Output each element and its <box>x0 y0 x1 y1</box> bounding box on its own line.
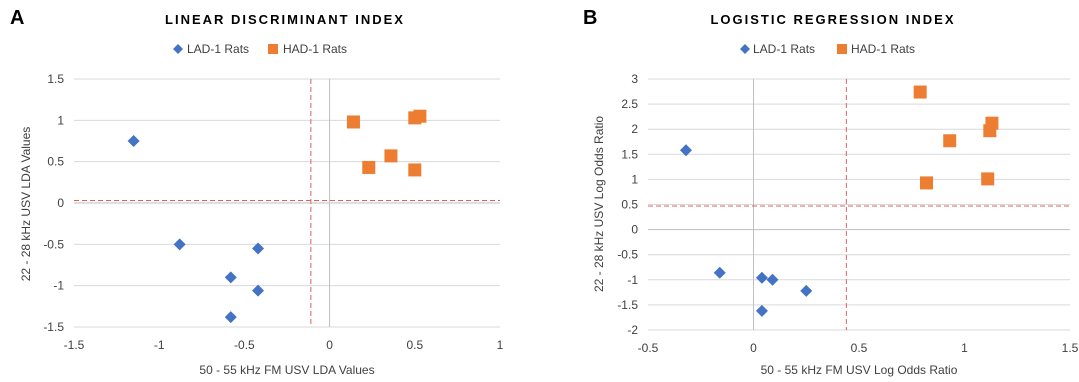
x-tick-label-a-4: 0.5 <box>406 338 423 352</box>
y-tick-label-b-9: 2.5 <box>621 97 638 111</box>
legend-a: LAD-1 Rats HAD-1 Rats <box>173 42 347 56</box>
had-point-b-5 <box>981 172 995 186</box>
data-points-b <box>679 85 999 317</box>
legend-marker-lad-a <box>173 44 183 54</box>
x-axis-label-a: 50 - 55 kHz FM USV LDA Values <box>199 363 374 377</box>
chart-title-b: LOGISTIC REGRESSION INDEX <box>710 12 955 27</box>
lad-point-a-1 <box>173 238 186 251</box>
lad-point-a-3 <box>224 271 237 284</box>
y-tick-label-a-1: -1 <box>53 279 64 293</box>
lad-point-b-5 <box>755 304 768 317</box>
y-axis-label-b: 22 - 28 kHz USV Log Odds Ratio <box>592 116 606 292</box>
axes-b <box>648 79 1070 330</box>
had-point-a-0 <box>346 115 360 129</box>
x-tick-label-b-0: -0.5 <box>638 341 659 355</box>
y-tick-label-b-6: 1 <box>631 172 638 186</box>
lad-point-a-0 <box>127 135 140 147</box>
lad-point-b-2 <box>755 271 768 284</box>
axes-a <box>74 79 500 327</box>
y-tick-label-b-0: -2 <box>627 323 638 337</box>
panel-letter-b: B <box>583 7 597 29</box>
lad-point-b-1 <box>713 266 726 279</box>
legend-label-lad-b: LAD-1 Rats <box>753 42 815 56</box>
x-tick-label-a-3: 0 <box>326 338 333 352</box>
threshold-lines-b <box>648 79 1070 330</box>
chart-title-a: LINEAR DISCRIMINANT INDEX <box>165 12 405 27</box>
legend-marker-lad-b <box>740 44 750 54</box>
gridlines-a <box>74 78 500 328</box>
lad-point-b-0 <box>679 144 692 157</box>
had-point-b-4 <box>920 176 934 190</box>
had-point-b-3 <box>985 116 999 130</box>
y-tick-label-a-3: 0 <box>57 196 64 210</box>
had-point-a-2 <box>413 109 427 123</box>
x-tick-label-b-1: 0 <box>750 341 757 355</box>
lad-point-a-4 <box>252 284 265 297</box>
lad-point-a-5 <box>224 311 237 324</box>
had-point-a-3 <box>384 149 398 163</box>
had-point-b-1 <box>943 134 957 148</box>
y-tick-label-a-4: 0.5 <box>47 155 64 169</box>
lad-point-b-4 <box>800 284 813 297</box>
y-tick-label-b-4: 0 <box>631 223 638 237</box>
x-tick-label-a-1: -1 <box>154 338 165 352</box>
y-tick-label-a-2: -0.5 <box>43 237 64 251</box>
lad-point-a-2 <box>252 242 265 255</box>
legend-label-had-b: HAD-1 Rats <box>851 42 915 56</box>
y-tick-label-b-1: -1.5 <box>617 298 638 312</box>
y-tick-label-b-3: -0.5 <box>617 248 638 262</box>
x-tick-label-a-2: -0.5 <box>234 338 255 352</box>
x-tick-label-b-4: 1.5 <box>1062 341 1079 355</box>
legend-label-had-a: HAD-1 Rats <box>283 42 347 56</box>
x-tick-label-a-5: 1 <box>497 338 504 352</box>
tick-labels-a: -1.5 -1 -0.5 0 0.5 1 -1.5 -1 -0.5 0 0.5 1 1.5 <box>43 72 503 352</box>
y-tick-label-b-8: 2 <box>631 122 638 136</box>
y-tick-label-b-5: 0.5 <box>621 198 638 212</box>
legend-marker-had-b <box>837 44 847 54</box>
y-tick-label-a-0: -1.5 <box>43 320 64 334</box>
x-tick-label-a-0: -1.5 <box>64 338 85 352</box>
y-tick-label-a-6: 1.5 <box>47 72 64 86</box>
tick-labels-b: -0.5 0 0.5 1 1.5 -2 -1.5 -1 -0.5 0 0.5 1 1.5 2 2.5 3 <box>617 72 1078 355</box>
gridlines-b <box>648 78 1070 331</box>
y-tick-label-b-7: 1.5 <box>621 147 638 161</box>
panel-letter-a: A <box>10 7 24 29</box>
x-tick-label-b-3: 1 <box>961 341 968 355</box>
legend-label-lad-a: LAD-1 Rats <box>187 42 249 56</box>
had-point-a-4 <box>362 160 376 174</box>
lad-point-b-3 <box>766 273 779 286</box>
threshold-lines-a <box>74 79 500 327</box>
x-axis-label-b: 50 - 55 kHz FM USV Log Odds Ratio <box>761 363 958 377</box>
y-axis-label-a: 22 - 28 kHz USV LDA Values <box>19 127 33 282</box>
y-tick-label-b-2: -1 <box>627 273 638 287</box>
had-point-b-0 <box>913 85 927 99</box>
chart-panel-b: B LOGISTIC REGRESSION INDEX LAD-1 Rats H… <box>583 7 1079 377</box>
data-points-a <box>127 109 427 324</box>
legend-b: LAD-1 Rats HAD-1 Rats <box>740 42 915 56</box>
x-tick-label-b-2: 0.5 <box>851 341 868 355</box>
legend-marker-had-a <box>268 44 278 54</box>
y-tick-label-b-10: 3 <box>631 72 638 86</box>
had-point-a-5 <box>408 163 422 177</box>
y-tick-label-a-5: 1 <box>57 113 64 127</box>
chart-panel-a: A LINEAR DISCRIMINANT INDEX LAD-1 Rats H… <box>10 7 504 377</box>
